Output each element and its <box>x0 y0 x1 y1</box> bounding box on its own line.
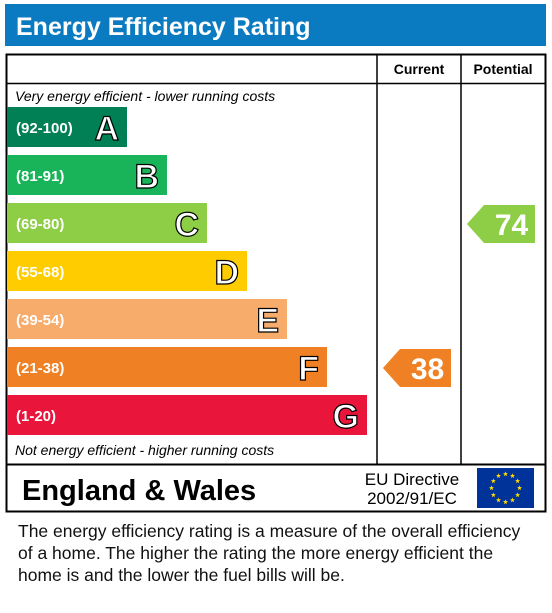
eu-star-icon <box>490 492 496 498</box>
band-f-letter: F <box>298 350 319 388</box>
directive-line-1: EU Directive <box>365 470 459 489</box>
eu-star-icon <box>515 478 521 484</box>
band-e-letter: E <box>256 302 279 340</box>
band-g <box>7 395 367 435</box>
band-f-range: (21-38) <box>16 360 64 377</box>
band-a-letter: A <box>94 110 119 148</box>
band-g-letter: G <box>333 398 359 436</box>
eu-star-icon <box>510 473 515 478</box>
bottom-note: Not energy efficient - higher running co… <box>15 442 274 458</box>
band-b-letter: B <box>134 158 159 196</box>
current-column-header: Current <box>394 61 445 77</box>
rating-arrows: 38 74 <box>383 205 535 387</box>
eu-star-icon <box>496 473 501 478</box>
band-f <box>7 347 327 387</box>
rating-description: The energy efficiency rating is a measur… <box>18 521 521 585</box>
top-note: Very energy efficient - lower running co… <box>15 88 275 104</box>
band-a-range: (92-100) <box>16 120 73 137</box>
band-b-range: (81-91) <box>16 168 64 185</box>
band-d-letter: D <box>214 254 239 292</box>
title-bar <box>5 4 546 46</box>
directive-line-2: 2002/91/EC <box>367 489 457 508</box>
chart-frame <box>5 53 547 513</box>
band-e <box>7 299 287 339</box>
potential-rating-value: 74 <box>495 209 529 242</box>
band-e-range: (39-54) <box>16 312 64 329</box>
region-label: England & Wales <box>22 475 256 507</box>
current-rating-arrow <box>383 349 451 387</box>
eu-star-icon <box>517 485 522 491</box>
band-c-letter: C <box>174 206 199 244</box>
eu-star-icon <box>510 497 515 503</box>
potential-rating-arrow <box>467 205 535 243</box>
eu-star-icon <box>503 499 508 505</box>
band-g-range: (1-20) <box>16 408 56 425</box>
eu-star-icon <box>515 492 521 498</box>
eu-star-icon <box>496 497 501 503</box>
band-c-range: (69-80) <box>16 216 64 233</box>
band-a <box>7 107 127 147</box>
eu-flag-icon <box>477 468 534 508</box>
band-d-range: (55-68) <box>16 264 64 281</box>
eu-star-icon <box>503 471 508 477</box>
eu-star-icon <box>490 478 496 484</box>
band-b <box>7 155 167 195</box>
rating-bands: (92-100) A (81-91) B (69-80) C (55-68) D (39-54)… <box>7 107 367 437</box>
eu-star-icon <box>489 485 494 491</box>
band-c <box>7 203 207 243</box>
chart-title: Energy Efficiency Rating <box>16 13 311 41</box>
band-d <box>7 251 247 291</box>
potential-column-header: Potential <box>473 61 532 77</box>
current-rating-value: 38 <box>411 353 444 386</box>
